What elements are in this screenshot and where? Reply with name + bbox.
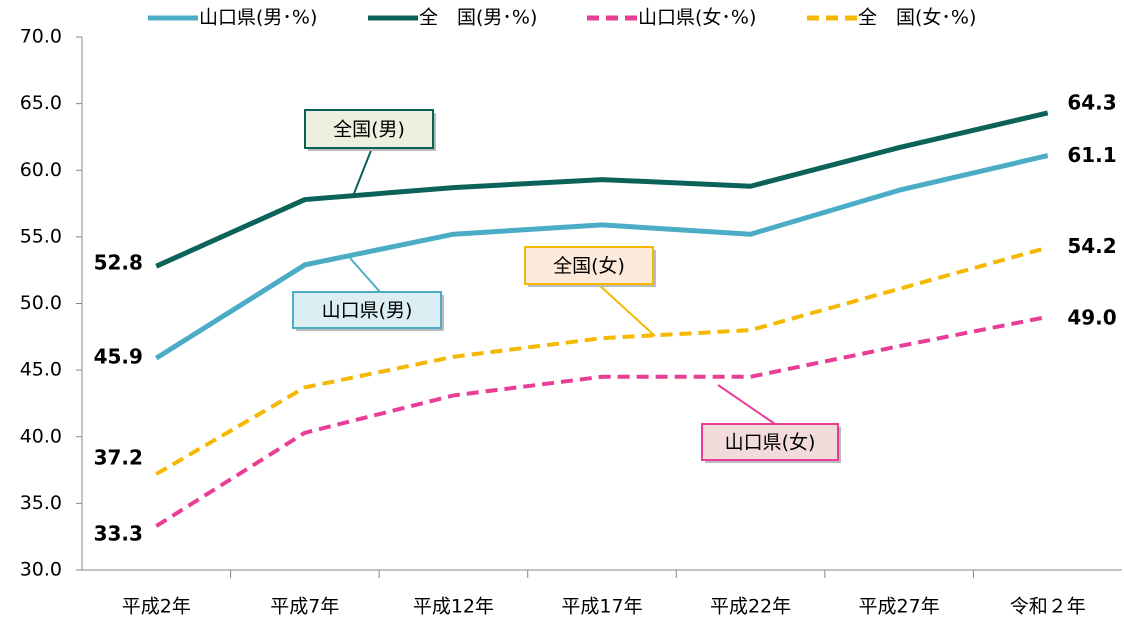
x-tick-label: 平成7年 [270, 596, 339, 618]
callout-box [292, 291, 442, 329]
callout-box [304, 109, 434, 149]
legend-label: 山口県(女･%) [638, 7, 756, 29]
x-tick-label: 平成12年 [413, 596, 494, 618]
data-label: 37.2 [94, 446, 143, 470]
data-label: 33.3 [94, 522, 143, 546]
series-line [155, 314, 1049, 528]
data-label: 45.9 [94, 345, 143, 369]
legend-label: 全 国(男･%) [419, 7, 537, 29]
callout-box [524, 246, 654, 285]
data-label: 49.0 [1067, 305, 1116, 329]
x-tick-label: 平成27年 [859, 596, 940, 618]
y-tick-label: 55.0 [20, 225, 62, 247]
data-label: 61.1 [1067, 143, 1116, 167]
y-tick-label: 65.0 [20, 92, 62, 114]
series-line [155, 110, 1049, 269]
callout-box [701, 423, 839, 461]
x-tick-label: 平成22年 [710, 596, 791, 618]
data-label: 64.3 [1067, 90, 1116, 114]
callout-label: 山口県(女) [725, 432, 816, 454]
leader-line [717, 384, 776, 425]
y-tick-label: 70.0 [20, 26, 62, 48]
leader-line [349, 257, 381, 293]
y-tick-label: 35.0 [20, 492, 62, 514]
callout-label: 山口県(男) [322, 300, 413, 322]
y-tick-label: 45.0 [20, 359, 62, 381]
legend-label: 全 国(女･%) [858, 7, 976, 29]
leader-line [597, 283, 656, 337]
legend-label: 山口県(男･%) [199, 7, 317, 29]
y-tick-label: 60.0 [20, 159, 62, 181]
y-tick-label: 40.0 [20, 425, 62, 447]
leader-line [352, 147, 373, 197]
data-label: 54.2 [1067, 234, 1116, 258]
y-tick-label: 50.0 [20, 292, 62, 314]
series-line [154, 153, 1049, 361]
callout-label: 全国(男) [333, 119, 405, 141]
x-tick-label: 平成2年 [122, 596, 191, 618]
y-tick-label: 30.0 [20, 559, 62, 581]
series-line [155, 245, 1049, 476]
callout-label: 全国(女) [553, 255, 625, 277]
x-tick-label: 令和２年 [1010, 596, 1086, 618]
x-tick-label: 平成17年 [561, 596, 642, 618]
data-label: 52.8 [94, 251, 143, 275]
